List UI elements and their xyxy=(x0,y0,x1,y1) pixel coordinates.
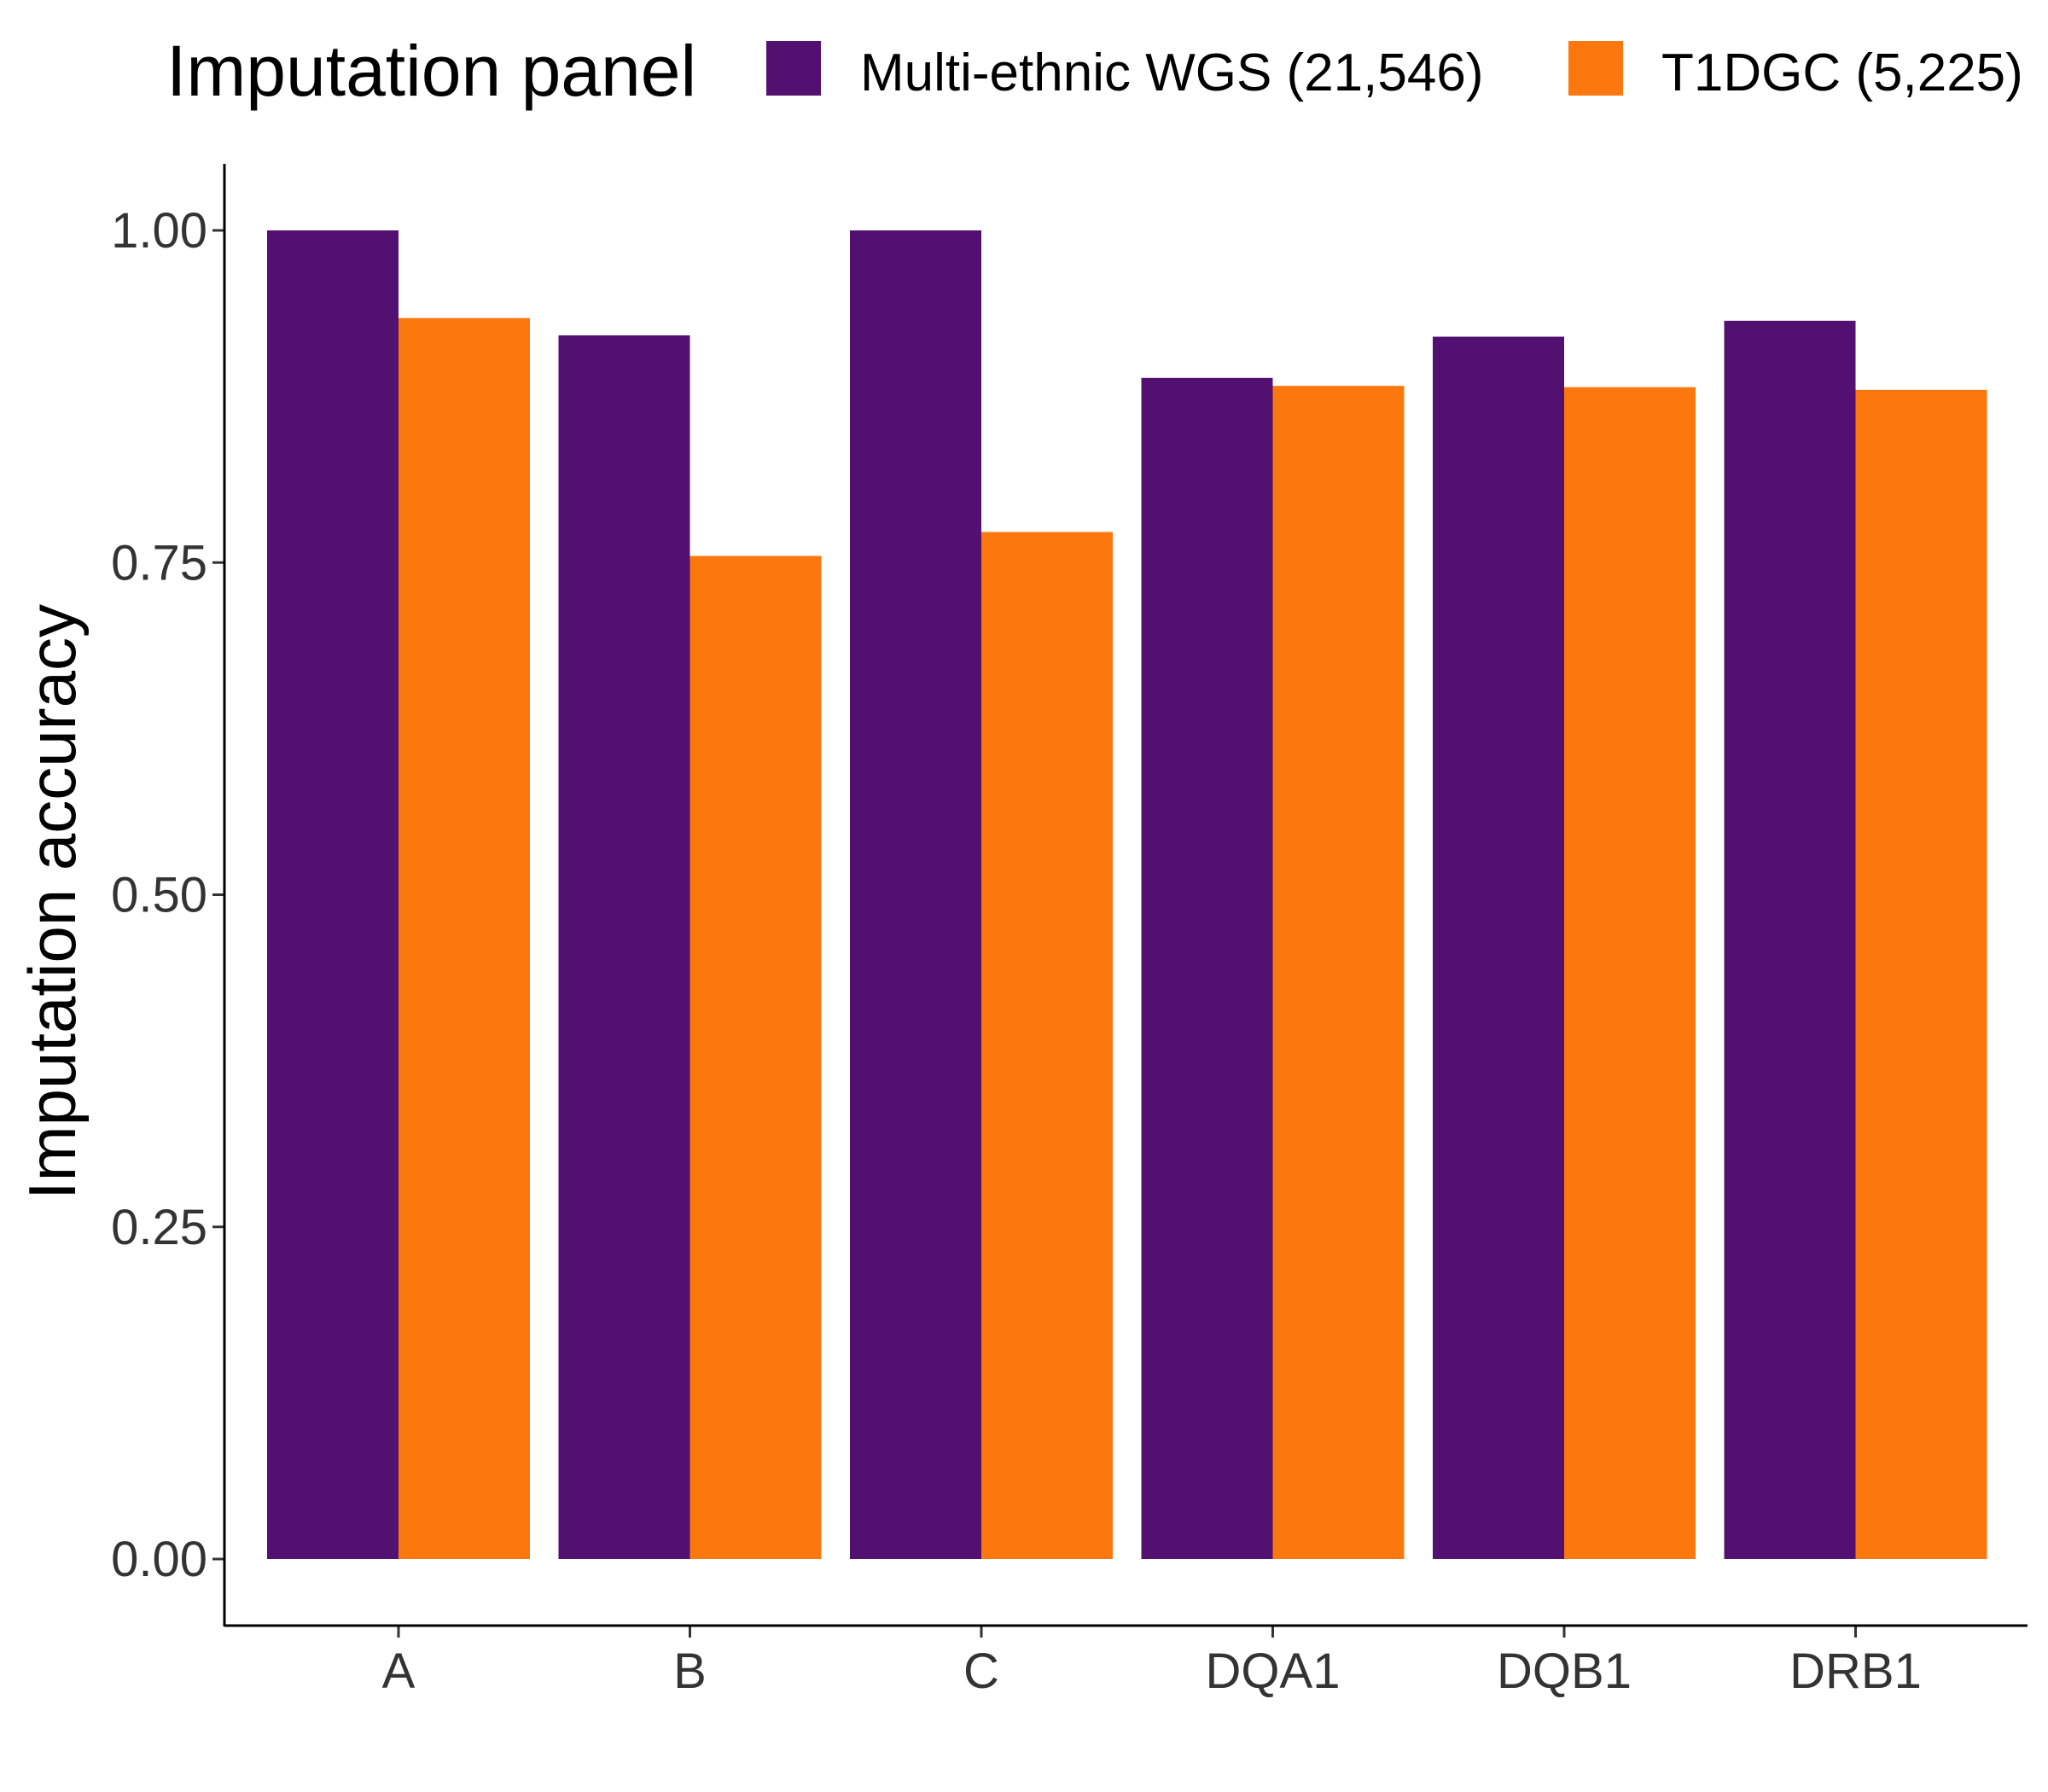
legend-label-t1dgc: T1DGC (5,225) xyxy=(1661,44,2023,102)
bar-drb1-series-2 xyxy=(1855,389,1987,1560)
bar-c-series-2 xyxy=(981,532,1113,1560)
y-tick-label-1: 0.25 xyxy=(111,1200,207,1255)
x-tick-label-c: C xyxy=(963,1644,999,1699)
y-axis-ticks: 0.00 0.25 0.50 0.75 1.00 xyxy=(111,203,224,1587)
bar-dqb1-series-1 xyxy=(1433,336,1564,1559)
bar-dqb1-series-2 xyxy=(1564,387,1696,1559)
bar-a-series-2 xyxy=(399,317,530,1560)
y-axis-title: Imputation accuracy xyxy=(15,604,90,1200)
y-tick-label-3: 0.75 xyxy=(111,535,207,591)
x-tick-label-dqb1: DQB1 xyxy=(1497,1644,1632,1699)
y-tick-label-0: 0.00 xyxy=(111,1532,207,1587)
bar-drb1-series-1 xyxy=(1724,320,1856,1560)
x-tick-label-b: B xyxy=(673,1644,707,1699)
legend: Imputation panel Multi-ethnic WGS (21,54… xyxy=(166,31,2023,111)
legend-swatch-multi-ethnic-wgs xyxy=(766,41,821,96)
bar-dqa1-series-2 xyxy=(1272,386,1405,1560)
x-axis-ticks: A B C DQA1 DQB1 DRB1 xyxy=(382,1626,1922,1699)
bar-b-series-2 xyxy=(689,556,822,1559)
x-tick-label-dqa1: DQA1 xyxy=(1206,1644,1341,1699)
y-tick-label-2: 0.50 xyxy=(111,868,207,923)
bars xyxy=(267,230,1987,1560)
legend-title: Imputation panel xyxy=(166,31,696,111)
x-tick-label-a: A xyxy=(382,1644,416,1699)
y-tick-label-4: 1.00 xyxy=(111,203,207,259)
bar-a-series-1 xyxy=(267,230,399,1559)
bar-b-series-1 xyxy=(558,335,690,1560)
bar-dqa1-series-1 xyxy=(1141,377,1273,1559)
bar-c-series-1 xyxy=(850,230,981,1559)
legend-label-multi-ethnic-wgs: Multi-ethnic WGS (21,546) xyxy=(860,44,1483,102)
legend-swatch-t1dgc xyxy=(1568,41,1623,96)
x-tick-label-drb1: DRB1 xyxy=(1789,1644,1922,1699)
